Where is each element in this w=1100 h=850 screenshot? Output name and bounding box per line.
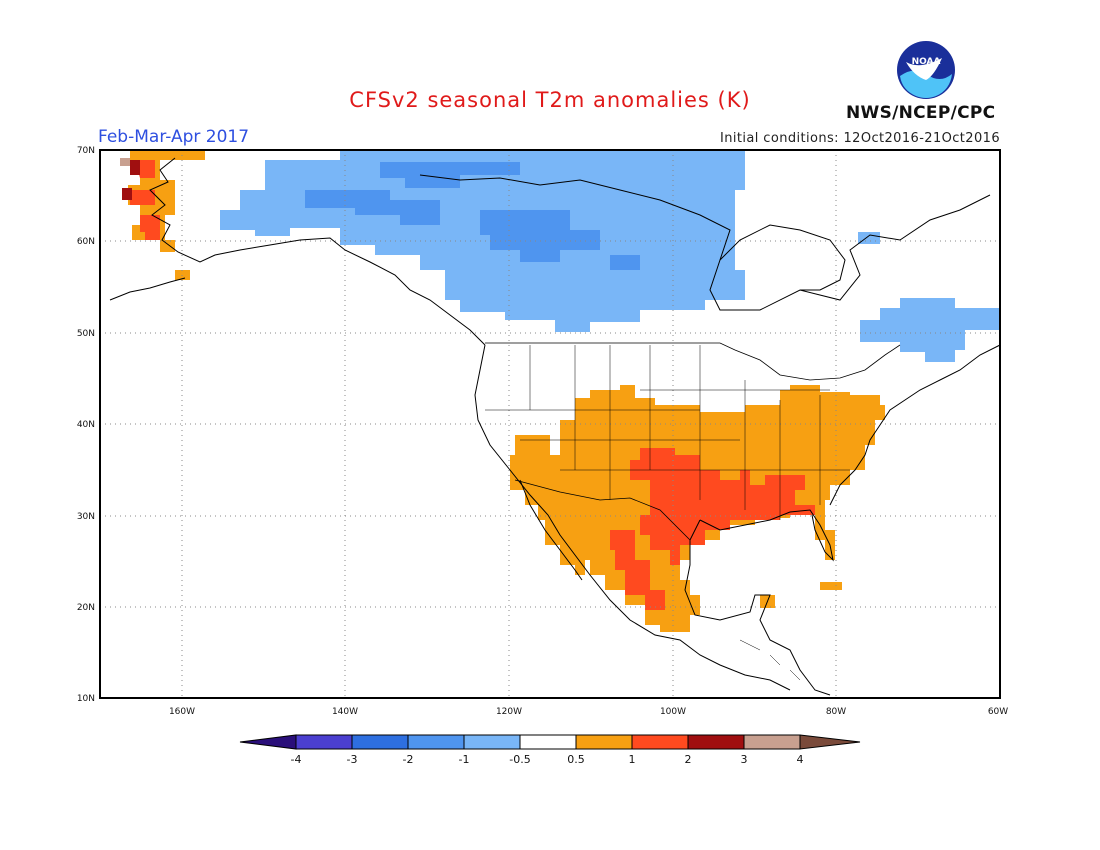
cold-core-1 [305, 190, 440, 225]
latitude-labels: 70N 60N 50N 40N 30N 20N 10N [77, 146, 95, 704]
borders [485, 342, 901, 681]
colorbar-label: 4 [797, 753, 804, 766]
lon-label: 140W [332, 707, 358, 717]
colorbar-label: -1 [459, 753, 470, 766]
warm-core-mexico [610, 530, 665, 610]
colorbar-bin [519, 734, 577, 750]
baja-coast [519, 479, 583, 581]
colorbar-bin [631, 734, 689, 750]
colorbar-label: 2 [685, 753, 692, 766]
colorbar [239, 734, 861, 750]
lat-label: 20N [77, 603, 95, 613]
lat-label: 10N [77, 694, 95, 704]
lat-label: 40N [77, 420, 95, 430]
east-coast [829, 344, 1001, 506]
cold-region-hudson-bit [858, 232, 880, 244]
initial-conditions: Initial conditions: 12Oct2016-21Oct2016 [720, 131, 1000, 146]
cold-core-2 [480, 210, 600, 262]
colorbar-bin [687, 734, 745, 750]
warm-core-texas [630, 448, 750, 565]
cold-anomaly-regions [220, 150, 1000, 362]
lon-label: 120W [496, 707, 522, 717]
noaa-logo-text: NOAA [912, 57, 941, 67]
warm-core-alaska-dark [122, 160, 140, 200]
cold-core-3 [380, 162, 520, 188]
warm-anomaly-regions [120, 150, 885, 632]
west-coast [474, 344, 791, 691]
map-frame [99, 149, 1001, 699]
colorbar-label: -3 [347, 753, 358, 766]
colorbar-bin [351, 734, 409, 750]
cold-region-labrador [860, 298, 1000, 362]
colorbar-arrow-warm [799, 734, 861, 750]
colorbar-bin [575, 734, 633, 750]
colorbar-bin [295, 734, 353, 750]
organization-label: NWS/NCEP/CPC [846, 103, 996, 123]
lat-label: 50N [77, 329, 95, 339]
us-mexico-border [514, 479, 691, 541]
canada-north [419, 174, 991, 311]
colorbar-bin [407, 734, 465, 750]
longitude-labels: 160W 140W 120W 100W 80W 60W [169, 707, 1008, 717]
lon-label: 100W [660, 707, 686, 717]
map-gridlines [100, 150, 1000, 698]
colorbar-label: 3 [741, 753, 748, 766]
central-america-borders [739, 639, 801, 681]
lon-label: 160W [169, 707, 195, 717]
state-lines [485, 345, 850, 520]
us-gulf [699, 509, 834, 562]
hudson-bay [719, 224, 846, 291]
coastlines [109, 157, 1001, 696]
colorbar-bin [743, 734, 801, 750]
colorbar-labels: -4 -3 -2 -1 -0.5 0.5 1 2 3 4 [291, 753, 804, 766]
lat-label: 70N [77, 146, 95, 156]
warm-core-alaska [130, 160, 160, 240]
noaa-logo-icon: NOAA [897, 41, 955, 99]
warm-core-alaska-pink [120, 158, 130, 166]
lat-label: 30N [77, 512, 95, 522]
colorbar-label: -0.5 [509, 753, 530, 766]
colorbar-bin [463, 734, 521, 750]
colorbar-label: -4 [291, 753, 302, 766]
aleutians [109, 277, 186, 301]
us-canada-border [485, 342, 901, 381]
colorbar-label: 0.5 [567, 753, 585, 766]
colorbar-label: 1 [629, 753, 636, 766]
lat-label: 60N [77, 237, 95, 247]
alaska-coast [149, 157, 486, 346]
lon-label: 60W [988, 707, 1008, 717]
chart-title: CFSv2 seasonal T2m anomalies (K) [349, 88, 751, 112]
forecast-period: Feb-Mar-Apr 2017 [98, 127, 250, 147]
gulf-coast [684, 519, 831, 696]
cold-core-4 [610, 255, 640, 270]
warm-region-cuba [820, 582, 842, 590]
warm-core-gulf-coast [740, 475, 815, 520]
lon-label: 80W [826, 707, 846, 717]
colorbar-label: -2 [403, 753, 414, 766]
colorbar-arrow-cold [239, 734, 297, 750]
